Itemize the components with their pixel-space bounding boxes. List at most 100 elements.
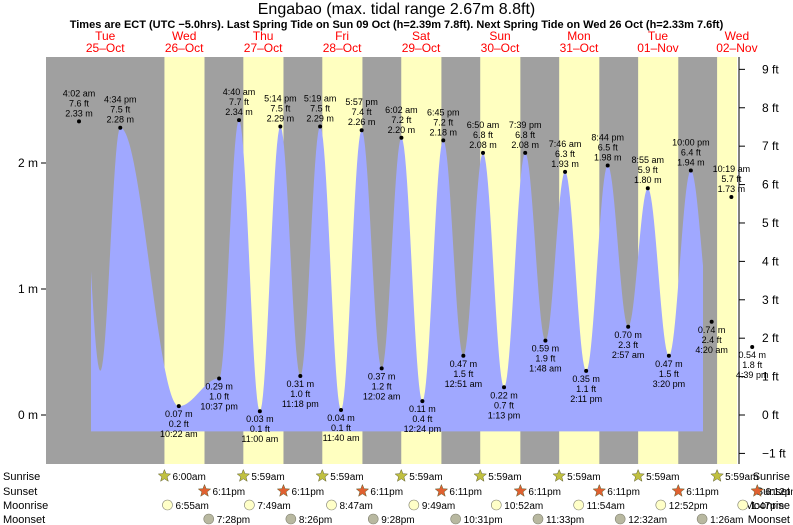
tide-label-line: 0.47 m: [450, 359, 478, 369]
day-date: 01–Nov: [637, 41, 678, 55]
tide-label-line: 10:19 am: [713, 164, 751, 174]
moonrise-time: 6:55am: [175, 501, 208, 512]
moonset-icon: [285, 513, 297, 525]
moonset-time: 7:28pm: [217, 515, 250, 525]
tide-label-line: 0.07 m: [165, 409, 193, 419]
sunrise-time: 5:59am: [567, 472, 600, 483]
sunset-row-label-left: Sunset: [3, 486, 37, 498]
sunrise-time: 5:59am: [646, 472, 679, 483]
low-tide-point-29: [709, 319, 714, 324]
high-tide-label-1: 4:02 am 7.6 ft 2.33 m: [63, 88, 96, 118]
y-left-tick-label: 0 m: [18, 408, 38, 422]
tide-label-line: 2.34 m: [225, 107, 253, 117]
day-date: 29–Oct: [402, 41, 441, 55]
tide-label-line: 11:40 am: [323, 433, 360, 443]
low-tide-point-15: [420, 399, 425, 404]
tide-label-line: 0.1 ft: [331, 423, 352, 433]
tide-label-line: 6.8 ft: [515, 130, 536, 140]
tide-label-line: 1.0 ft: [209, 391, 230, 401]
tide-extreme-labels: 4:02 am 7.6 ft 2.33 m4:34 pm 7.5 ft 2.28 m0.…: [63, 87, 769, 444]
low-tide-label-5: 0.29 m 1.0 ft 10:37 pm: [200, 381, 238, 411]
moonrise-time: 9:49am: [422, 501, 455, 512]
moonrise-icon: [162, 499, 173, 511]
tide-label-line: 0.47 m: [655, 359, 683, 369]
tide-label-line: 1.93 m: [551, 159, 579, 169]
high-tide-point-6: [237, 118, 242, 123]
tide-label-line: 0.59 m: [532, 344, 560, 354]
high-tide-label-6: 4:40 am 7.7 ft 2.34 m: [223, 87, 256, 117]
high-tide-point-22: [563, 169, 568, 174]
sunrise-icon: [710, 468, 724, 482]
tide-label-line: 2.29 m: [306, 113, 334, 123]
tide-label-line: 0.35 m: [572, 374, 600, 384]
tide-label-line: 0.04 m: [327, 413, 355, 423]
low-tide-label-27: 0.47 m 1.5 ft 3:20 pm: [653, 359, 686, 389]
tide-label-line: 10:00 pm: [672, 138, 710, 148]
tide-label-line: 11:00 am: [241, 434, 278, 444]
tide-label-line: 4:34 pm: [104, 95, 137, 105]
tide-label-line: 1.8 ft: [742, 360, 763, 370]
y-right-tick-label: −1 ft: [762, 446, 786, 460]
high-tide-point-8: [278, 124, 283, 129]
sunset-icon: [276, 483, 291, 497]
low-tide-point-7: [257, 409, 262, 414]
tide-label-line: 7.2 ft: [433, 117, 454, 127]
tide-label-line: 6.4 ft: [681, 148, 702, 158]
y-left-tick-label: 2 m: [18, 156, 38, 170]
high-tide-label-28: 10:00 pm 6.4 ft 1.94 m: [672, 138, 710, 168]
sunset-icon: [592, 483, 607, 497]
sunset-row-label-right: Sunset: [756, 486, 790, 498]
sunset-time: 6:12pm: [765, 487, 793, 498]
moonset-time: 12:32am: [628, 515, 667, 525]
tide-label-line: 0.7 ft: [494, 400, 515, 410]
tide-label-line: 0.4 ft: [412, 414, 433, 424]
high-tide-label-24: 8:44 pm 6.5 ft 1.98 m: [591, 133, 624, 163]
moonrise-time: 11:54am: [587, 501, 625, 512]
sunset-icon: [750, 483, 765, 497]
y-right-tick-label: 8 ft: [762, 101, 779, 115]
tide-label-line: 2.33 m: [65, 108, 93, 118]
tide-label-line: 1:13 pm: [488, 410, 521, 420]
tide-label-line: 11:18 pm: [282, 399, 319, 409]
tide-label-line: 2:11 pm: [570, 394, 602, 404]
tide-label-line: 0.2 ft: [169, 419, 190, 429]
tide-label-line: 2.18 m: [430, 127, 458, 137]
tide-label-line: 2.4 ft: [702, 335, 723, 345]
moonset-row-label-right: Moonset: [748, 514, 790, 525]
low-tide-label-15: 0.11 m 0.4 ft 12:24 pm: [404, 404, 442, 434]
sunrise-icon: [315, 468, 330, 482]
high-tide-point-20: [523, 150, 528, 155]
low-tide-point-27: [666, 353, 671, 358]
moonset-time: 1:26am: [710, 515, 743, 525]
low-tide-label-11: 0.04 m 0.1 ft 11:40 am: [323, 413, 360, 443]
tide-label-line: 6.3 ft: [555, 149, 576, 159]
moonset-icon: [696, 513, 708, 525]
tide-label-line: 1.80 m: [634, 175, 662, 185]
tide-label-line: 7:46 am: [549, 139, 582, 149]
low-tide-label-17: 0.47 m 1.5 ft 12:51 am: [445, 359, 483, 389]
tide-label-line: 0.29 m: [205, 381, 233, 391]
moonrise-time: 8:47am: [340, 501, 373, 512]
sunrise-time: 5:59am: [725, 472, 758, 483]
low-tide-point-13: [379, 366, 384, 371]
low-tide-point-5: [217, 376, 222, 381]
sunset-time: 6:11pm: [449, 487, 482, 498]
moonrise-row-label-right: Moonrise: [745, 500, 790, 512]
tide-label-line: 0.74 m: [698, 325, 726, 335]
moonset-time: 11:33pm: [546, 515, 584, 525]
day-name: Wed: [725, 29, 749, 43]
tide-label-line: 6.8 ft: [473, 130, 494, 140]
moonset-time: 8:26pm: [299, 515, 332, 525]
low-tide-label-19: 0.22 m 0.7 ft 1:13 pm: [488, 390, 521, 420]
tide-label-line: 0.31 m: [287, 379, 315, 389]
sunset-icon: [513, 483, 528, 497]
moonset-time: 10:31pm: [464, 515, 503, 525]
y-right-tick-label: 7 ft: [762, 139, 779, 153]
moonset-row-label-left: Moonset: [3, 514, 45, 525]
moonset-icon: [532, 513, 544, 525]
tide-curve: [91, 120, 703, 432]
sunrise-row-label-right: Sunrise: [753, 471, 790, 483]
high-tide-point-30: [729, 195, 734, 200]
low-tide-point-17: [461, 353, 466, 358]
moonset-icon: [203, 513, 215, 525]
